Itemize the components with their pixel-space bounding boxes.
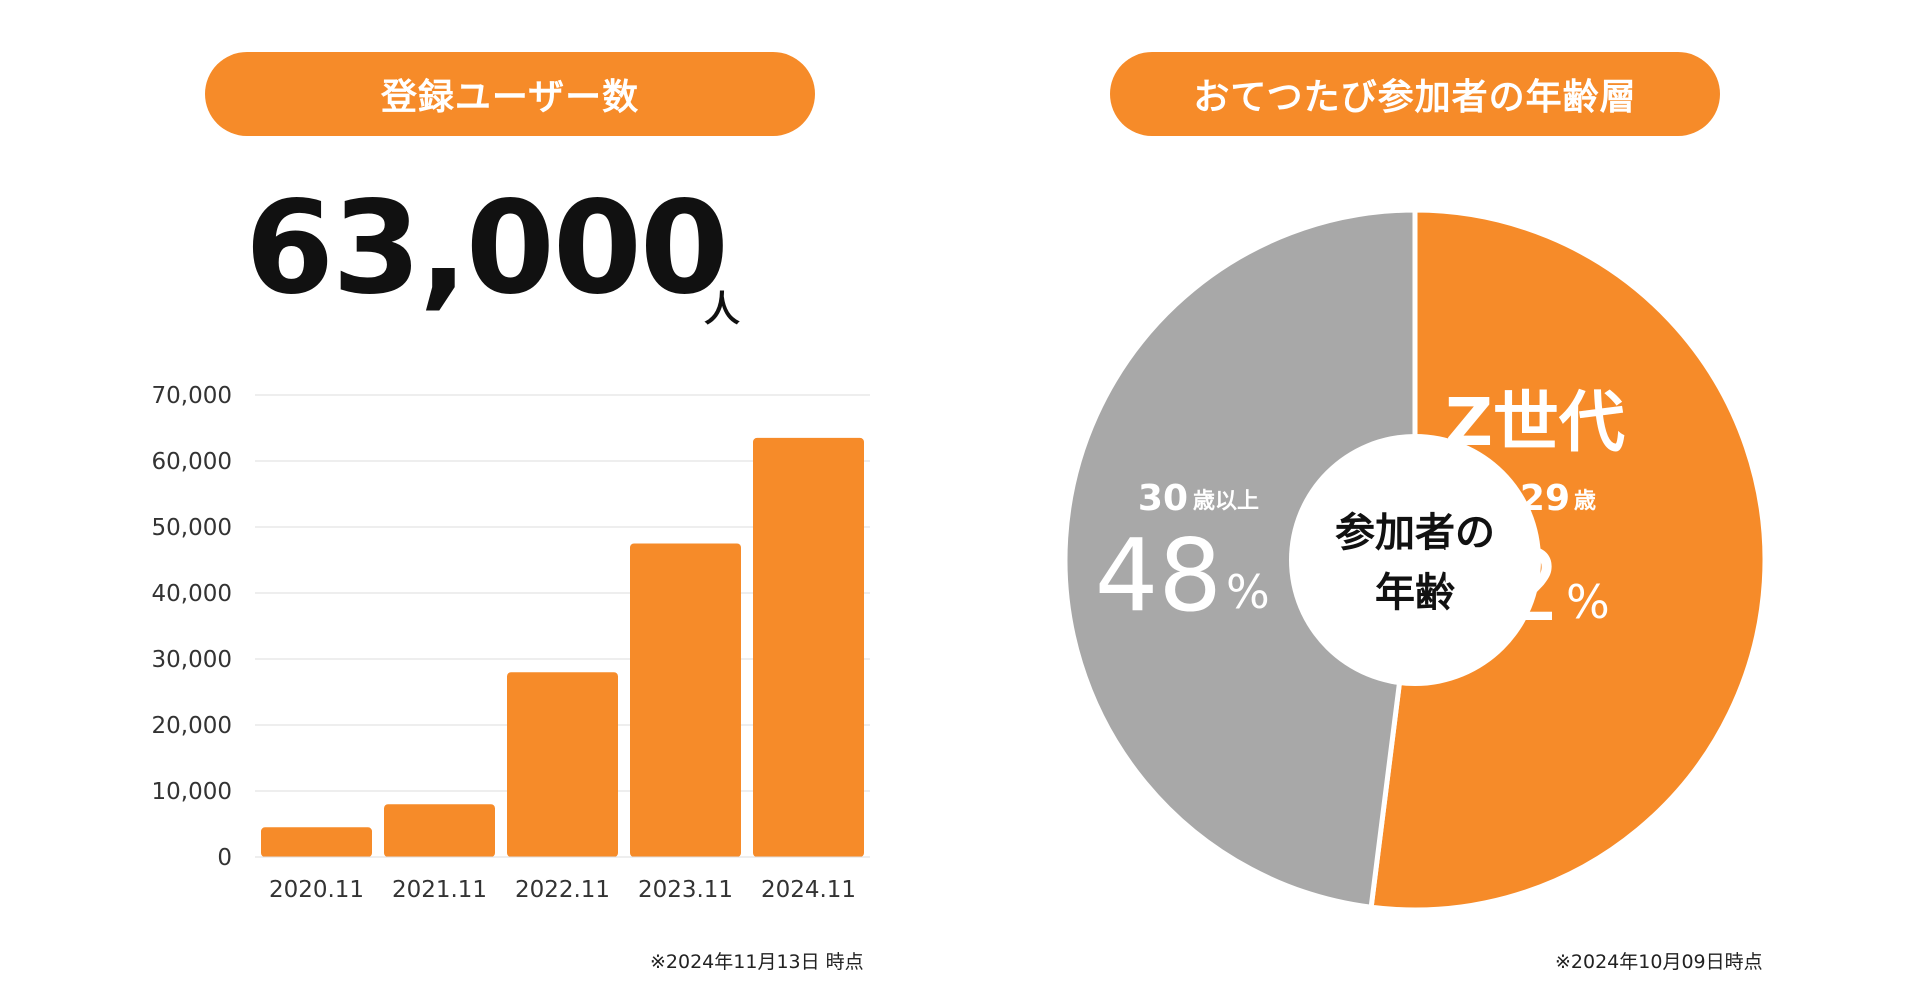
x-tick-label: 2024.11	[761, 877, 856, 903]
age-donut-chart: 参加者の年齢 Z世代 18~29 歳 52 % 30 歳以上 48%	[1062, 207, 1768, 913]
slice-pct-30-plus: %	[1226, 565, 1270, 619]
bar-2020.11	[261, 827, 372, 857]
slice-label-z-generation: Z世代	[1445, 384, 1625, 461]
slice-0	[1368, 207, 1768, 913]
registered-users-bar-chart: 0 10,000 20,000 30,000 40,000 50,000 60,000 70,…	[152, 383, 870, 903]
total-users-unit: 人	[704, 289, 741, 330]
slice-sublabel-30-plus: 30	[1138, 478, 1188, 519]
slice-sublabel-z-generation: 18~29	[1440, 478, 1570, 519]
user-count-date-note: ※2024年11月13日 時点	[650, 951, 864, 973]
user-count-title-pill: 登録ユーザー数	[205, 52, 815, 136]
bar-2021.11	[384, 804, 495, 857]
y-tick-label: 10,000	[152, 779, 232, 805]
x-tick-label: 2021.11	[392, 877, 487, 903]
user-count-title: 登録ユーザー数	[380, 77, 640, 118]
y-tick-label: 30,000	[152, 647, 232, 673]
y-tick-label: 50,000	[152, 515, 232, 541]
y-tick-label: 70,000	[152, 383, 232, 409]
age-title: おてつたび参加者の年齢層	[1193, 77, 1637, 118]
donut-center-label: 参加者の	[1335, 510, 1495, 556]
slice-pct-z-generation: %	[1566, 575, 1610, 629]
x-tick-label: 2022.11	[515, 877, 610, 903]
donut-center-label: 年齢	[1375, 570, 1455, 616]
x-tick-label: 2023.11	[638, 877, 733, 903]
bar-2023.11	[630, 543, 741, 857]
slice-sublabel-unit-z-generation: 歳	[1574, 489, 1596, 514]
slice-value-z-generation: 52	[1435, 527, 1562, 644]
bar-2024.11	[753, 437, 864, 857]
y-tick-label: 60,000	[152, 449, 232, 475]
slice-value-30-plus: 48	[1095, 517, 1222, 634]
y-tick-label: 20,000	[152, 713, 232, 739]
y-tick-label: 40,000	[152, 581, 232, 607]
total-users-value: 63,000	[245, 174, 729, 323]
x-tick-label: 2020.11	[269, 877, 364, 903]
slice-sublabel-unit-30-plus: 歳以上	[1193, 489, 1259, 514]
age-title-pill: おてつたび参加者の年齢層	[1110, 52, 1720, 136]
age-date-note: ※2024年10月09日時点	[1555, 951, 1763, 973]
slice-1	[1062, 207, 1418, 910]
bar-2022.11	[507, 672, 618, 857]
donut-hole	[1289, 434, 1541, 686]
y-tick-label: 0	[217, 845, 232, 871]
